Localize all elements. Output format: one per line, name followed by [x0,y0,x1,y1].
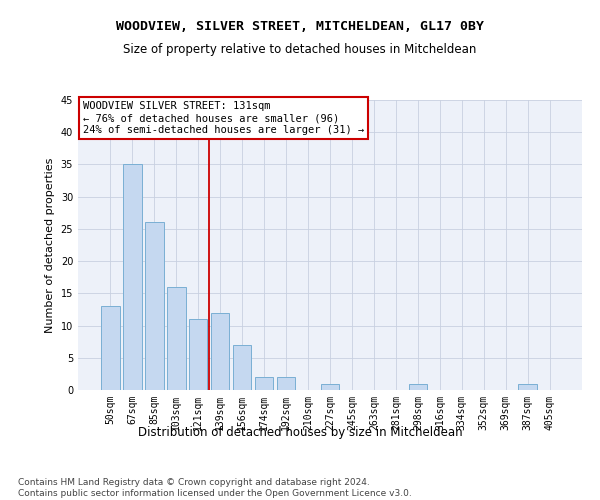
Text: Contains HM Land Registry data © Crown copyright and database right 2024.
Contai: Contains HM Land Registry data © Crown c… [18,478,412,498]
Bar [101,306,119,390]
Bar [277,377,295,390]
Bar [409,384,427,390]
Bar [167,287,185,390]
Bar [145,222,164,390]
Bar [255,377,274,390]
Bar [518,384,537,390]
Bar [189,319,208,390]
Bar [211,312,229,390]
Bar [320,384,340,390]
Bar [123,164,142,390]
Text: WOODVIEW, SILVER STREET, MITCHELDEAN, GL17 0BY: WOODVIEW, SILVER STREET, MITCHELDEAN, GL… [116,20,484,33]
Bar [233,345,251,390]
Y-axis label: Number of detached properties: Number of detached properties [45,158,55,332]
Text: Size of property relative to detached houses in Mitcheldean: Size of property relative to detached ho… [124,42,476,56]
Text: Distribution of detached houses by size in Mitcheldean: Distribution of detached houses by size … [137,426,463,439]
Text: WOODVIEW SILVER STREET: 131sqm
← 76% of detached houses are smaller (96)
24% of : WOODVIEW SILVER STREET: 131sqm ← 76% of … [83,102,364,134]
